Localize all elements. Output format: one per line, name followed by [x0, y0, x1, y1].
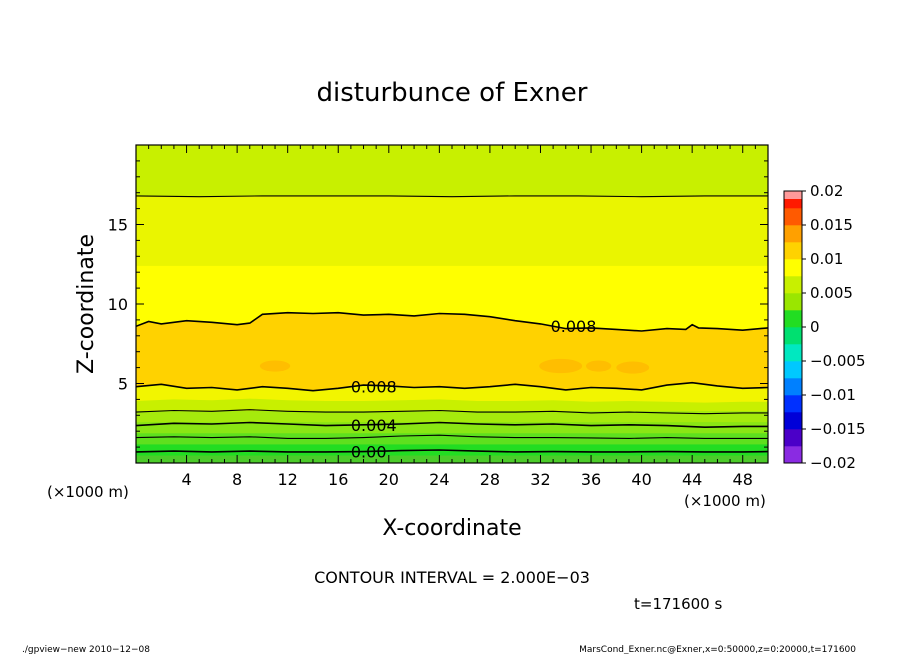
colorbar-band-3 [784, 395, 802, 413]
x-tick-label: 16 [328, 470, 348, 489]
colorbar-band-14 [784, 208, 802, 226]
x-tick-label: 32 [530, 470, 550, 489]
field-band-9 [136, 195, 768, 267]
y-axis-title: Z-coordinate [74, 234, 99, 374]
x-tick-label: 28 [480, 470, 500, 489]
chart-title: disturbunce of Exner [317, 78, 588, 108]
colorbar-band-7 [784, 327, 802, 345]
field-band-warm-core [136, 312, 768, 391]
colorbar-label: −0.02 [810, 454, 856, 472]
x-tick-label: 20 [379, 470, 399, 489]
x-tick-label: 44 [682, 470, 702, 489]
y-tick-label: 5 [118, 375, 128, 394]
contour-label-0: 0.00 [351, 443, 387, 462]
footer-right: MarsCond_Exner.nc@Exner,x=0:50000,z=0:20… [579, 645, 856, 654]
colorbar-band-4 [784, 378, 802, 396]
y-axis-ticks: 5 10 15 [108, 160, 768, 448]
warm-patch-3 [616, 361, 650, 374]
colorbar-label: 0.005 [810, 284, 853, 302]
colorbar-band-13 [784, 225, 802, 243]
contour-interval-note: CONTOUR INTERVAL = 2.000E−03 [314, 568, 590, 587]
x-tick-label: 40 [631, 470, 651, 489]
contour-line-5 [136, 311, 768, 332]
colorbar-band-10 [784, 276, 802, 294]
colorbar-label: −0.015 [810, 420, 866, 438]
contour-label-4: 0.008 [351, 378, 397, 397]
colorbar-label: −0.005 [810, 352, 866, 370]
contour-fill [136, 145, 768, 463]
x-tick-label: 24 [429, 470, 449, 489]
x-axis-unit: (×1000 m) [684, 492, 766, 510]
colorbar: 0.02 0.015 0.01 0.005 0 −0.005 −0.01 −0.015 −0.0… [784, 182, 866, 472]
contour-line-3 [136, 409, 768, 415]
contour-label-2: 0.004 [351, 416, 397, 435]
contour-lines [136, 195, 768, 453]
colorbar-band-top [784, 191, 802, 199]
y-axis-unit: (×1000 m) [47, 483, 129, 501]
x-axis-title: X-coordinate [382, 516, 521, 541]
contour-line-0 [136, 449, 768, 453]
contour-line-6 [136, 195, 768, 198]
x-axis-ticks: 4 8 12 16 20 24 28 32 36 40 44 48 [148, 145, 756, 489]
footer-left: ./gpview−new 2010−12−08 [22, 645, 150, 654]
colorbar-label: 0 [810, 318, 820, 336]
colorbar-band-1 [784, 429, 802, 447]
warm-patch-1 [539, 358, 583, 374]
contour-line-2 [136, 421, 768, 429]
x-tick-label: 12 [278, 470, 298, 489]
x-tick-label: 48 [733, 470, 753, 489]
y-tick-label: 15 [108, 216, 128, 235]
colorbar-band-9 [784, 293, 802, 311]
colorbar-band-6 [784, 344, 802, 362]
colorbar-frame [783, 190, 803, 464]
x-tick-label: 36 [581, 470, 601, 489]
colorbar-label: 0.02 [810, 182, 843, 200]
contour-label-5: 0.008 [551, 317, 597, 336]
warm-patch-0 [259, 360, 291, 372]
contour-line-1 [136, 434, 768, 439]
field-band-2 [136, 432, 768, 445]
colorbar-label: 0.01 [810, 250, 843, 268]
contour-line-4 [136, 381, 768, 392]
field-band-4 [136, 410, 768, 423]
colorbar-band-2 [784, 412, 802, 430]
colorbar-band-11 [784, 259, 802, 277]
field-band-10 [136, 145, 768, 197]
colorbar-band-0 [784, 446, 802, 464]
colorbar-label: −0.01 [810, 386, 856, 404]
time-label: t=171600 s [634, 595, 722, 613]
y-tick-label: 10 [108, 295, 128, 314]
colorbar-band-8 [784, 310, 802, 328]
colorbar-label: 0.015 [810, 216, 853, 234]
warm-patch-2 [585, 360, 612, 372]
colorbar-band-5 [784, 361, 802, 379]
x-tick-label: 8 [232, 470, 242, 489]
field-band-3 [136, 421, 768, 434]
x-tick-label: 4 [181, 470, 191, 489]
field-band-upper-yellow [136, 265, 768, 332]
field-band-lower-yellow [136, 382, 768, 403]
colorbar-band-12 [784, 242, 802, 260]
